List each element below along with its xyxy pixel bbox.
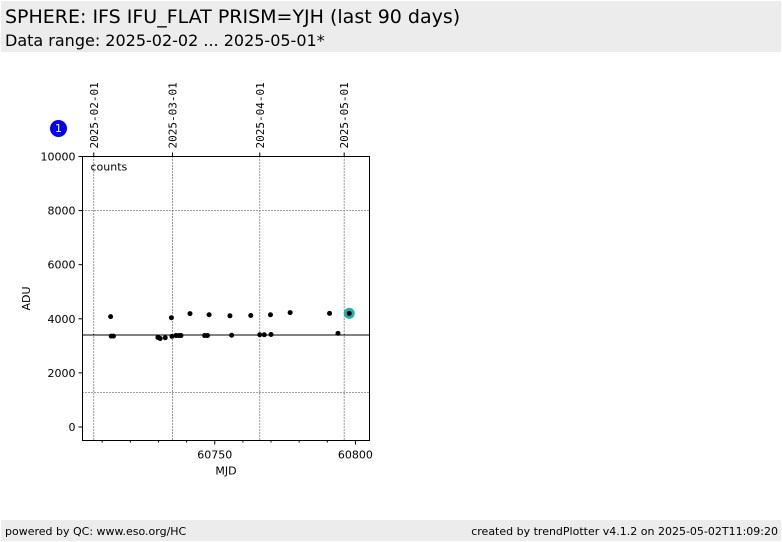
footer-bar: powered by QC: www.eso.org/HC created by… <box>1 520 781 541</box>
data-point <box>261 332 267 338</box>
data-point <box>257 332 263 338</box>
y-axis-label: ADU <box>20 286 33 310</box>
data-point <box>108 314 114 320</box>
data-point <box>169 333 175 339</box>
footer-created-by: created by trendPlotter v4.1.2 on 2025-0… <box>471 525 778 538</box>
y-tick-label: 2000 <box>48 367 76 380</box>
data-range-subtitle: Data range: 2025-02-02 ... 2025-05-01* <box>5 31 325 50</box>
x-tick-label: 60750 <box>197 449 232 462</box>
data-point <box>346 310 352 316</box>
data-point <box>162 335 168 341</box>
data-point <box>206 312 212 318</box>
data-point <box>248 313 254 319</box>
header-bar: SPHERE: IFS IFU_FLAT PRISM=YJH (last 90 … <box>1 1 781 52</box>
data-point <box>168 315 174 321</box>
counts-annotation: counts <box>91 161 128 174</box>
x-axis-label: MJD <box>215 465 236 478</box>
x-tick-label: 60800 <box>338 449 373 462</box>
data-point <box>110 333 116 339</box>
data-point <box>267 312 273 318</box>
y-tick-label: 6000 <box>48 259 76 272</box>
data-point <box>335 330 341 336</box>
date-tick-label: 2025-02-01 <box>88 82 101 148</box>
date-tick-label: 2025-05-01 <box>338 82 351 148</box>
index-badge[interactable]: 1 <box>50 120 67 137</box>
y-tick-label: 8000 <box>48 205 76 218</box>
data-point <box>204 333 210 339</box>
data-point <box>157 336 163 342</box>
date-tick-label: 2025-04-01 <box>254 82 267 148</box>
y-tick-label: 4000 <box>48 313 76 326</box>
data-point <box>287 310 293 316</box>
date-tick-label: 2025-03-01 <box>167 82 180 148</box>
page-title: SPHERE: IFS IFU_FLAT PRISM=YJH (last 90 … <box>5 6 461 28</box>
plot-area <box>82 156 370 441</box>
y-tick-label: 10000 <box>41 151 76 164</box>
data-point <box>178 333 184 339</box>
data-point <box>187 311 193 317</box>
footer-credit: powered by QC: www.eso.org/HC <box>5 525 187 538</box>
y-tick-label: 0 <box>69 421 76 434</box>
data-point <box>327 310 333 316</box>
data-point <box>229 332 235 338</box>
data-point <box>227 313 233 319</box>
data-point <box>268 331 274 337</box>
